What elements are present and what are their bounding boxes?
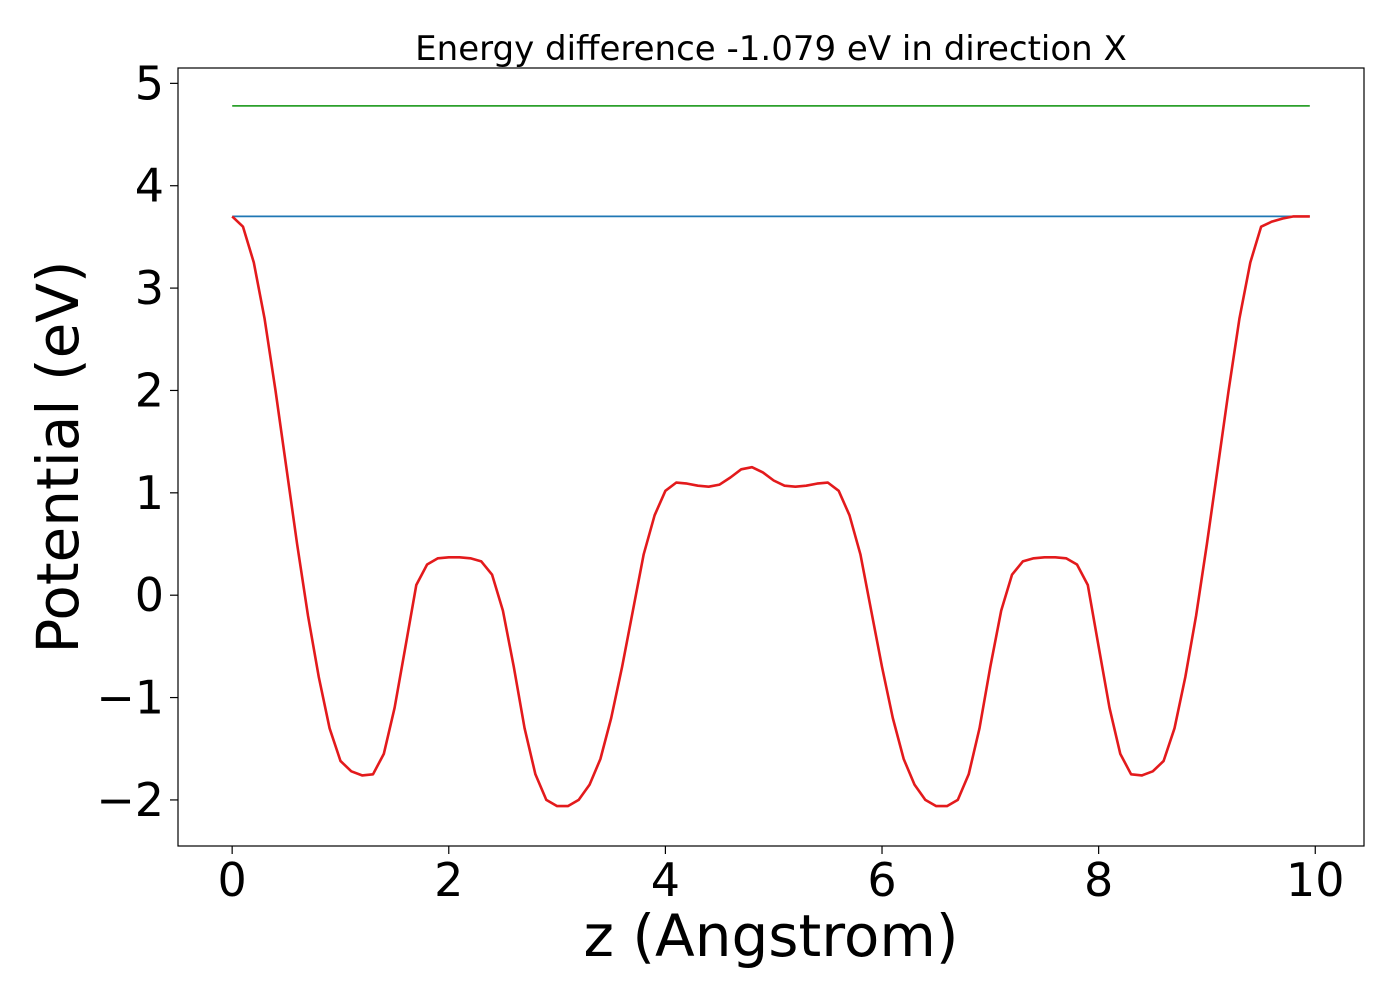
x-tick-label: 2 bbox=[434, 853, 463, 907]
plot-frame bbox=[177, 67, 1365, 847]
x-tick-label: 0 bbox=[218, 853, 247, 907]
x-tick-label: 4 bbox=[651, 853, 680, 907]
x-axis-label: z (Angstrom) bbox=[584, 902, 959, 970]
y-axis-label: Potential (eV) bbox=[24, 260, 92, 653]
x-tick-label: 8 bbox=[1084, 853, 1113, 907]
chart-title: Energy difference -1.079 eV in direction… bbox=[415, 29, 1127, 69]
y-tick-label: 5 bbox=[135, 56, 164, 110]
y-tick-label: 1 bbox=[135, 466, 164, 520]
x-tick-label: 10 bbox=[1286, 853, 1345, 907]
y-tick-label: 3 bbox=[135, 261, 164, 315]
y-tick-label: −1 bbox=[96, 671, 164, 725]
x-tick-label: 6 bbox=[867, 853, 896, 907]
series-layer bbox=[231, 105, 1310, 808]
x-axis: 0 2 4 6 8 10 bbox=[218, 846, 1345, 907]
y-tick-label: 2 bbox=[135, 363, 164, 417]
y-tick-label: 4 bbox=[135, 159, 164, 213]
y-tick-label: −2 bbox=[96, 773, 164, 827]
series-line-2 bbox=[231, 215, 1310, 808]
y-tick-label: 0 bbox=[135, 568, 164, 622]
y-axis: −2 −1 0 1 2 3 4 5 bbox=[96, 56, 178, 827]
